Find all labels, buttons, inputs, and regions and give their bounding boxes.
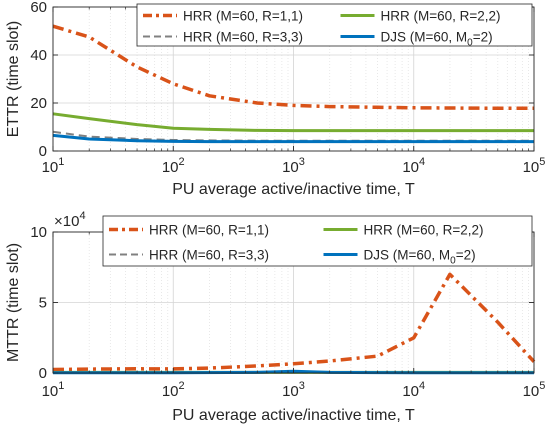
x-tick-label-exp: 3 <box>299 156 305 168</box>
y-tick-label: 40 <box>30 47 47 64</box>
x-tick-label-exp: 4 <box>419 156 425 168</box>
x-tick-label: 104 <box>402 380 425 400</box>
legend-box <box>136 3 533 47</box>
x-tick-label-base: 10 <box>162 159 179 176</box>
legend-label-3: DJS (M=60, M0=2) <box>364 248 476 267</box>
x-tick-label-base: 10 <box>523 383 540 400</box>
x-tick-label-base: 10 <box>402 383 419 400</box>
legend-label-tail: =2) <box>473 30 493 45</box>
y-multiplier-base: ×10 <box>54 213 79 230</box>
y-tick-label: 20 <box>30 95 47 112</box>
x-tick-label: 104 <box>402 156 425 176</box>
x-tick-label-base: 10 <box>402 159 419 176</box>
x-tick-label-base: 10 <box>282 383 299 400</box>
x-tick-label-base: 10 <box>162 383 179 400</box>
x-tick-label-base: 10 <box>523 159 540 176</box>
x-tick-label-exp: 4 <box>419 380 425 392</box>
y-axis-label: MTTR (time slot) <box>5 243 22 362</box>
x-tick-label: 103 <box>282 156 305 176</box>
x-tick-label: 103 <box>282 380 305 400</box>
legend-label-1: HRR (M=60, R=2,2) <box>364 223 484 238</box>
x-tick-label-base: 10 <box>282 159 299 176</box>
legend-label-text: HRR (M=60, R=2,2) <box>381 9 501 24</box>
x-tick-label-exp: 1 <box>58 156 64 168</box>
legend-label-3: DJS (M=60, M0=2) <box>381 30 493 49</box>
legend-label-text: DJS (M=60, M <box>364 248 451 263</box>
legend-label-0: HRR (M=60, R=1,1) <box>149 223 269 238</box>
legend-box <box>102 215 533 267</box>
series-line-0 <box>52 24 534 111</box>
y-tick-label: 0 <box>39 143 47 160</box>
legend-label-text: DJS (M=60, M <box>381 30 468 45</box>
x-tick-label-exp: 2 <box>179 156 185 168</box>
legend-label-tail: =2) <box>456 248 476 263</box>
x-tick-label-base: 10 <box>42 383 59 400</box>
legend-label-0: HRR (M=60, R=1,1) <box>183 9 303 24</box>
legend-label-text: HRR (M=60, R=1,1) <box>149 223 269 238</box>
legend-label-text: HRR (M=60, R=2,2) <box>364 223 484 238</box>
x-tick-label-exp: 3 <box>299 380 305 392</box>
x-tick-label: 105 <box>523 380 546 400</box>
x-tick-label-exp: 5 <box>539 380 545 392</box>
legend-label-1: HRR (M=60, R=2,2) <box>381 9 501 24</box>
legend-label-text: HRR (M=60, R=3,3) <box>183 30 303 45</box>
x-tick-label-exp: 1 <box>58 380 64 392</box>
legend-label-2: HRR (M=60, R=3,3) <box>149 248 269 263</box>
x-tick-label: 105 <box>523 156 546 176</box>
x-tick-label: 101 <box>42 380 65 400</box>
y-tick-label: 10 <box>30 224 47 241</box>
x-tick-label-base: 10 <box>42 159 59 176</box>
x-tick-label: 102 <box>162 380 185 400</box>
x-tick-label-exp: 2 <box>179 380 185 392</box>
legend-label-text: HRR (M=60, R=1,1) <box>183 9 303 24</box>
y-multiplier-exp: 4 <box>79 210 85 222</box>
legend: HRR (M=60, R=1,1) HRR (M=60, R=2,2) HRR (M… <box>136 3 533 49</box>
series-line-3 <box>52 133 534 144</box>
x-axis-label: PU average active/inactive time, T <box>172 181 415 198</box>
series-line-1 <box>52 112 534 133</box>
x-axis-label: PU average active/inactive time, T <box>172 407 415 424</box>
x-tick-label: 102 <box>162 156 185 176</box>
x-tick-label: 101 <box>42 156 65 176</box>
y-axis-label: ETTR (time slot) <box>5 21 22 137</box>
legend-label-2: HRR (M=60, R=3,3) <box>183 30 303 45</box>
series-group <box>52 24 534 144</box>
y-tick-label: 60 <box>30 0 47 16</box>
y-tick-label: 0 <box>39 365 47 382</box>
y-multiplier: ×104 <box>54 210 86 230</box>
y-tick-label: 5 <box>39 295 47 312</box>
legend-label-text: HRR (M=60, R=3,3) <box>149 248 269 263</box>
x-tick-label-exp: 5 <box>539 156 545 168</box>
legend: HRR (M=60, R=1,1) HRR (M=60, R=2,2) HRR (M… <box>102 215 533 267</box>
series-line-0 <box>52 272 536 372</box>
legend-label-subscript: 0 <box>450 256 456 267</box>
legend-label-subscript: 0 <box>467 38 473 49</box>
